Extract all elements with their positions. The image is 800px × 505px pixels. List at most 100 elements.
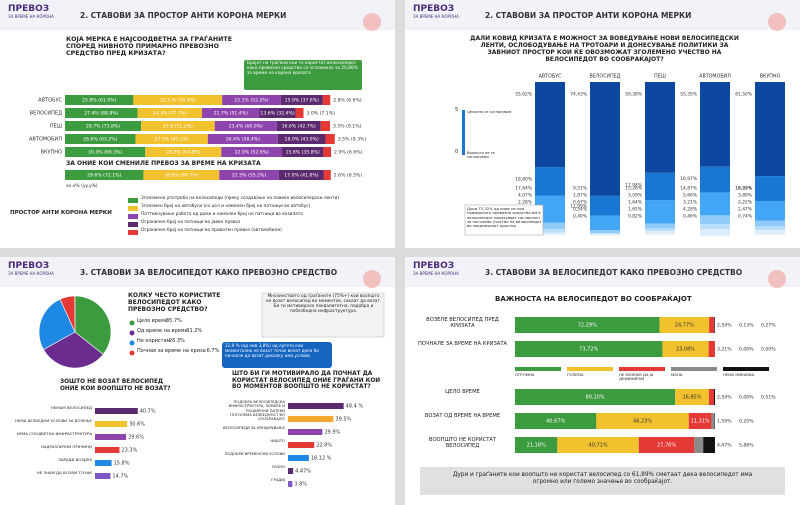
panel-title: 3. СТАВОВИ ЗА ВЕЛОСИПЕДОТ КАКО ПРЕВОЗНО … (80, 268, 338, 277)
legend-swatch (128, 230, 138, 235)
value-label: 27.8 (71.2%) (163, 124, 193, 130)
bar-segment (700, 228, 730, 236)
legend-swatch (671, 367, 717, 371)
value-label: 11,31% (691, 419, 710, 425)
bar-segment (133, 95, 223, 105)
value-label: 4,07% (518, 193, 532, 199)
value-label: 4,28% (683, 207, 697, 213)
bar (95, 447, 120, 453)
bar (288, 403, 344, 409)
bar-segment (214, 121, 277, 131)
bar-segment (143, 170, 220, 180)
legend-item: НЕ МОЖАМ ДА ЈА ДЕФИНИРАМ (619, 372, 654, 382)
value-label: 16.6% (42.7%) (282, 124, 316, 130)
bar (95, 421, 128, 427)
bar-segment (323, 170, 331, 180)
value-label: 21.7% (51.4%) (214, 111, 248, 117)
brand-sub: ЗА ВРЕМЕ НА КОРОНА (8, 271, 54, 276)
value-label: 1,65% (628, 207, 642, 213)
bar-segment (320, 121, 330, 131)
value-label: 21,18% (527, 443, 546, 449)
bar-segment (694, 437, 704, 453)
legend-dot (129, 340, 135, 346)
bar-segment (535, 167, 565, 196)
bar-segment (202, 108, 260, 118)
bar-label: ВЕЛОСИПЕДИ ЗА ИЗНАЈМУВАЊЕ (222, 426, 285, 430)
value-label: 27.3% (65.1%) (155, 137, 189, 143)
bar-segment (65, 134, 136, 144)
scale-label: Воопшто не се согласувам (467, 151, 495, 160)
brand-sub: ЗА ВРЕМЕ НА КОРОНА (8, 14, 54, 19)
bar-segment (590, 234, 620, 236)
bar-segment (535, 229, 565, 233)
value-label: 1,64% (628, 200, 642, 206)
panel: АВТОБУС 25.8% (61.0%) 33.5 % (79.3%) 22.1% … (0, 0, 395, 248)
value-label: 80,10% (586, 395, 605, 401)
bar-segment (700, 215, 730, 225)
bar-label: НЕ ЗНАМ ДА ВОЗАМ ТОЧАК (36, 470, 92, 475)
value-label: 14,87% (680, 186, 697, 192)
bar-segment (714, 317, 715, 333)
bar-segment (755, 176, 785, 201)
bar-segment (276, 121, 321, 131)
value-label: 15.9% (37.6%) (285, 98, 319, 104)
bar (288, 455, 309, 461)
value-label: 17,64% (515, 186, 532, 192)
legend-dot (129, 330, 135, 336)
bar-segment (700, 82, 730, 167)
value-label: 14.7% (112, 474, 128, 480)
value-label: 40,67% (546, 419, 565, 425)
bar-segment (645, 228, 675, 231)
brand: ПРЕВОЗ (413, 261, 455, 271)
value-label: 0,00% (761, 347, 776, 353)
bar (288, 481, 293, 487)
bar-segment (708, 389, 714, 405)
bar-segment (145, 147, 222, 157)
value-label: 22.8% (316, 443, 332, 449)
value-label: 18,80% (515, 177, 532, 183)
value-label: 3.5% (9.1%) (333, 124, 362, 130)
legend-item: Почнав за време на криза (137, 348, 206, 354)
panel-marks: 40.7% 30.6% 29.6% 23.3% 15.8% 14.7% 48.4 % 39.5… (0, 257, 395, 488)
pie-slice (59, 295, 76, 333)
column-label: ВКУПНО (760, 74, 781, 80)
bar-segment (662, 341, 709, 357)
value-label: 2,47% (738, 207, 752, 213)
bar-segment (596, 413, 689, 429)
value-label: 26.6% (63.2%) (83, 137, 117, 143)
panel: 40.7% 30.6% 29.6% 23.3% 15.8% 14.7% 48.4 % 39.5… (0, 257, 395, 505)
value-label: 4.47% (295, 469, 311, 475)
value-label: 15.8% (114, 461, 130, 467)
bar-label: НЕМА СООДВЕТНА ИНФРАСТРУКТУРА (16, 431, 92, 436)
row-label: АВТОБУС (38, 98, 62, 104)
bar-segment (535, 232, 565, 235)
value-label: 3,89% (738, 193, 752, 199)
legend-item: Цело време (137, 318, 168, 324)
callout: Дури 72,32% од оние на кои примарното пр… (467, 206, 542, 229)
panel: 72,29% 24,77% 2,54% 0,13% 0,27% 73,72% 23,08% 3… (405, 257, 800, 505)
legend-dot (129, 350, 135, 356)
bar-segment (645, 230, 675, 234)
bar-segment (590, 82, 620, 196)
value-label: 22.5% (55.2%) (232, 173, 266, 179)
bar-segment (325, 134, 335, 144)
legend-swatch (619, 367, 665, 371)
bar-segment (638, 437, 695, 453)
value-label: 1,87% (573, 193, 587, 199)
scale-label: Целосно се согласувам (467, 110, 512, 114)
value-label: 24,77% (675, 323, 694, 329)
value-label: 9,51% (573, 186, 587, 192)
value-label: 28.7% (73.8%) (86, 124, 120, 130)
bar-segment (65, 147, 146, 157)
value-label: 13.6% (32.4%) (260, 111, 294, 117)
section-title: ШТО БИ ГИ МОТИВИРАЛО ДА ПОЧНАТ ДА КОРИСТ… (232, 371, 381, 391)
value-label: 28.7% (64.8%) (166, 150, 200, 156)
bar-segment (645, 200, 675, 224)
value-label: 3,09% (628, 193, 642, 199)
panel-title: 2. СТАВОВИ ЗА ПРОСТОР АНТИ КОРОНА МЕРКИ (80, 11, 287, 20)
value-label: 46,23% (633, 419, 652, 425)
value-label: 3.8% (294, 482, 307, 488)
legend-swatch (128, 206, 138, 211)
value-label: 26.3% (168, 338, 185, 344)
